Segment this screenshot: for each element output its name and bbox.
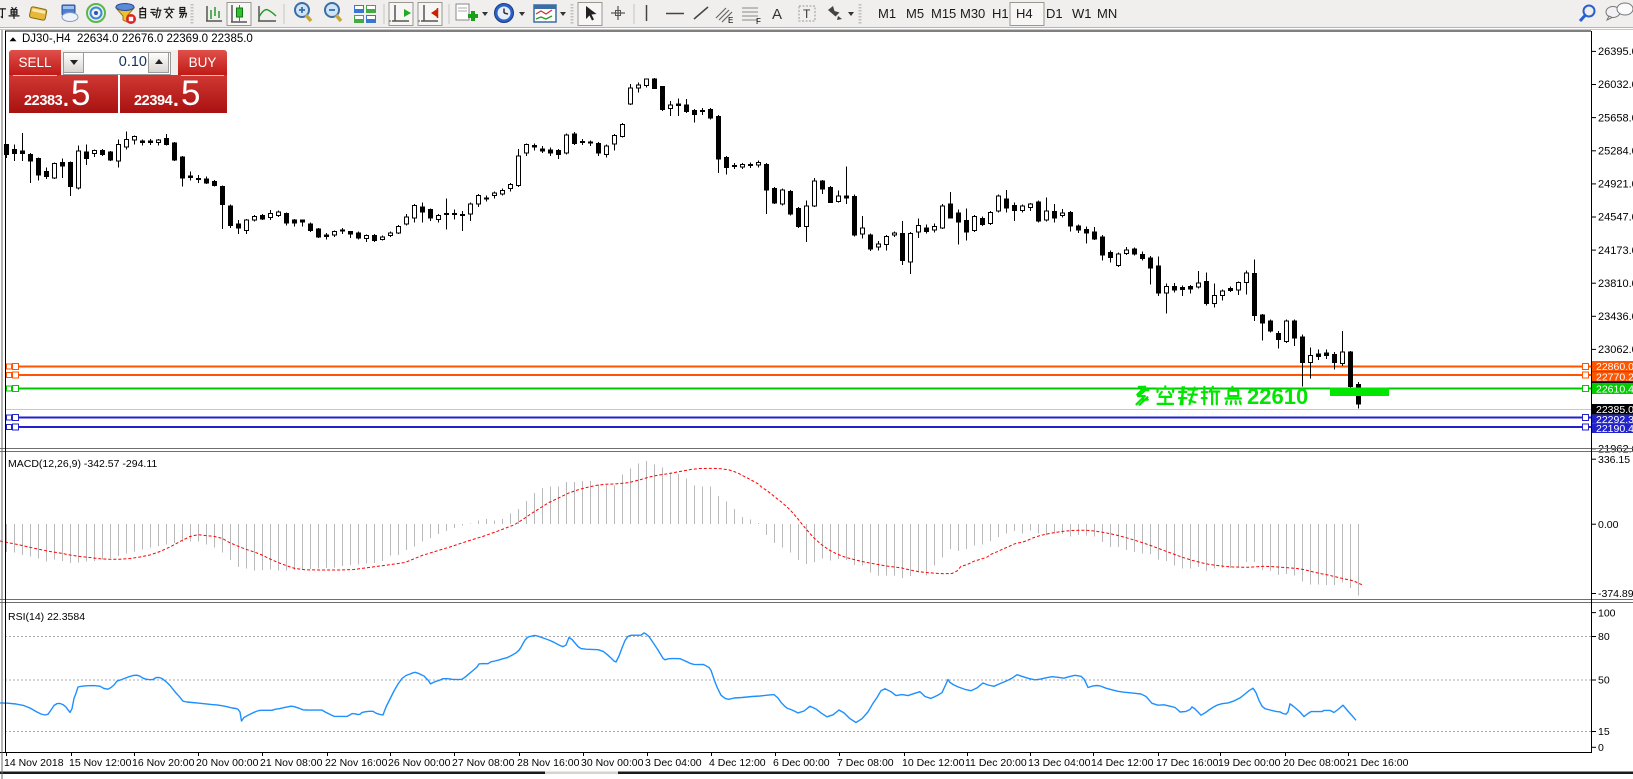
svg-text:22190.4: 22190.4	[1596, 423, 1633, 435]
svg-text:M15: M15	[931, 6, 956, 21]
svg-text:16 Nov 20:00: 16 Nov 20:00	[132, 757, 195, 769]
svg-text:E: E	[728, 16, 733, 25]
svg-text:14 Nov 2018: 14 Nov 2018	[4, 757, 64, 769]
svg-text:0: 0	[1598, 742, 1604, 754]
svg-text:22 Nov 16:00: 22 Nov 16:00	[325, 757, 388, 769]
svg-text:15: 15	[1598, 726, 1610, 738]
svg-text:0.00: 0.00	[1598, 519, 1619, 531]
svg-text:W1: W1	[1072, 6, 1092, 21]
svg-text:22610.4: 22610.4	[1596, 383, 1633, 395]
svg-text:20 Dec 08:00: 20 Dec 08:00	[1283, 757, 1346, 769]
svg-text:M5: M5	[906, 6, 924, 21]
svg-text:17 Dec 16:00: 17 Dec 16:00	[1156, 757, 1219, 769]
svg-text:24547.0: 24547.0	[1598, 212, 1633, 224]
svg-text:80: 80	[1598, 631, 1610, 643]
svg-text:15 Nov 12:00: 15 Nov 12:00	[69, 757, 132, 769]
svg-text:6 Dec 00:00: 6 Dec 00:00	[773, 757, 830, 769]
svg-text:336.15: 336.15	[1598, 454, 1630, 466]
svg-text:D1: D1	[1046, 6, 1063, 21]
svg-text:21 Dec 16:00: 21 Dec 16:00	[1346, 757, 1409, 769]
svg-text:M30: M30	[960, 6, 985, 21]
svg-text:22385.0: 22385.0	[1596, 404, 1633, 416]
svg-text:23436.0: 23436.0	[1598, 311, 1633, 323]
svg-text:3 Dec 04:00: 3 Dec 04:00	[645, 757, 702, 769]
svg-text:M1: M1	[878, 6, 896, 21]
svg-text:23810.0: 23810.0	[1598, 278, 1633, 290]
svg-text:28 Nov 16:00: 28 Nov 16:00	[517, 757, 580, 769]
svg-text:25284.0: 25284.0	[1598, 146, 1633, 158]
svg-text:7 Dec 08:00: 7 Dec 08:00	[837, 757, 894, 769]
svg-text:10 Dec 12:00: 10 Dec 12:00	[902, 757, 965, 769]
svg-text:26 Nov 00:00: 26 Nov 00:00	[388, 757, 451, 769]
svg-text:21 Nov 08:00: 21 Nov 08:00	[260, 757, 323, 769]
svg-text:100: 100	[1598, 607, 1616, 619]
svg-text:20 Nov 00:00: 20 Nov 00:00	[196, 757, 259, 769]
svg-text:T: T	[803, 7, 811, 21]
svg-text:DJ30-,H4 22634.0 22676.0 2236: DJ30-,H4 22634.0 22676.0 22369.0 22385.0	[22, 33, 253, 45]
svg-text:50: 50	[1598, 675, 1610, 687]
svg-text:24173.0: 24173.0	[1598, 245, 1633, 257]
svg-text:14 Dec 12:00: 14 Dec 12:00	[1091, 757, 1154, 769]
svg-text:13 Dec 04:00: 13 Dec 04:00	[1028, 757, 1091, 769]
svg-text:RSI(14) 22.3584: RSI(14) 22.3584	[8, 611, 85, 623]
svg-text:11 Dec 20:00: 11 Dec 20:00	[965, 757, 1027, 769]
svg-text:26395.0: 26395.0	[1598, 46, 1633, 58]
svg-text:MACD(12,26,9) -342.57 -294.11: MACD(12,26,9) -342.57 -294.11	[8, 458, 157, 470]
svg-text:22770.2: 22770.2	[1596, 371, 1633, 383]
svg-text:30 Nov 00:00: 30 Nov 00:00	[581, 757, 644, 769]
svg-text:F: F	[756, 17, 761, 26]
svg-text:A: A	[772, 6, 782, 23]
svg-text:27 Nov 08:00: 27 Nov 08:00	[452, 757, 515, 769]
svg-text:MN: MN	[1097, 6, 1117, 21]
svg-text:26032.0: 26032.0	[1598, 79, 1633, 91]
svg-text:24921.0: 24921.0	[1598, 179, 1633, 191]
svg-text:19 Dec 00:00: 19 Dec 00:00	[1218, 757, 1281, 769]
svg-text:4 Dec 12:00: 4 Dec 12:00	[709, 757, 766, 769]
svg-text:21962.0: 21962.0	[1598, 444, 1633, 456]
svg-text:22860.0: 22860.0	[1596, 361, 1633, 373]
svg-text:23062.0: 23062.0	[1598, 344, 1633, 356]
svg-text:25658.0: 25658.0	[1598, 112, 1633, 124]
svg-text:-374.89: -374.89	[1598, 588, 1633, 600]
svg-text:H4: H4	[1016, 6, 1033, 21]
svg-text:22610: 22610	[1247, 384, 1308, 409]
svg-text:22292.3: 22292.3	[1596, 414, 1633, 426]
svg-text:H1: H1	[992, 6, 1009, 21]
